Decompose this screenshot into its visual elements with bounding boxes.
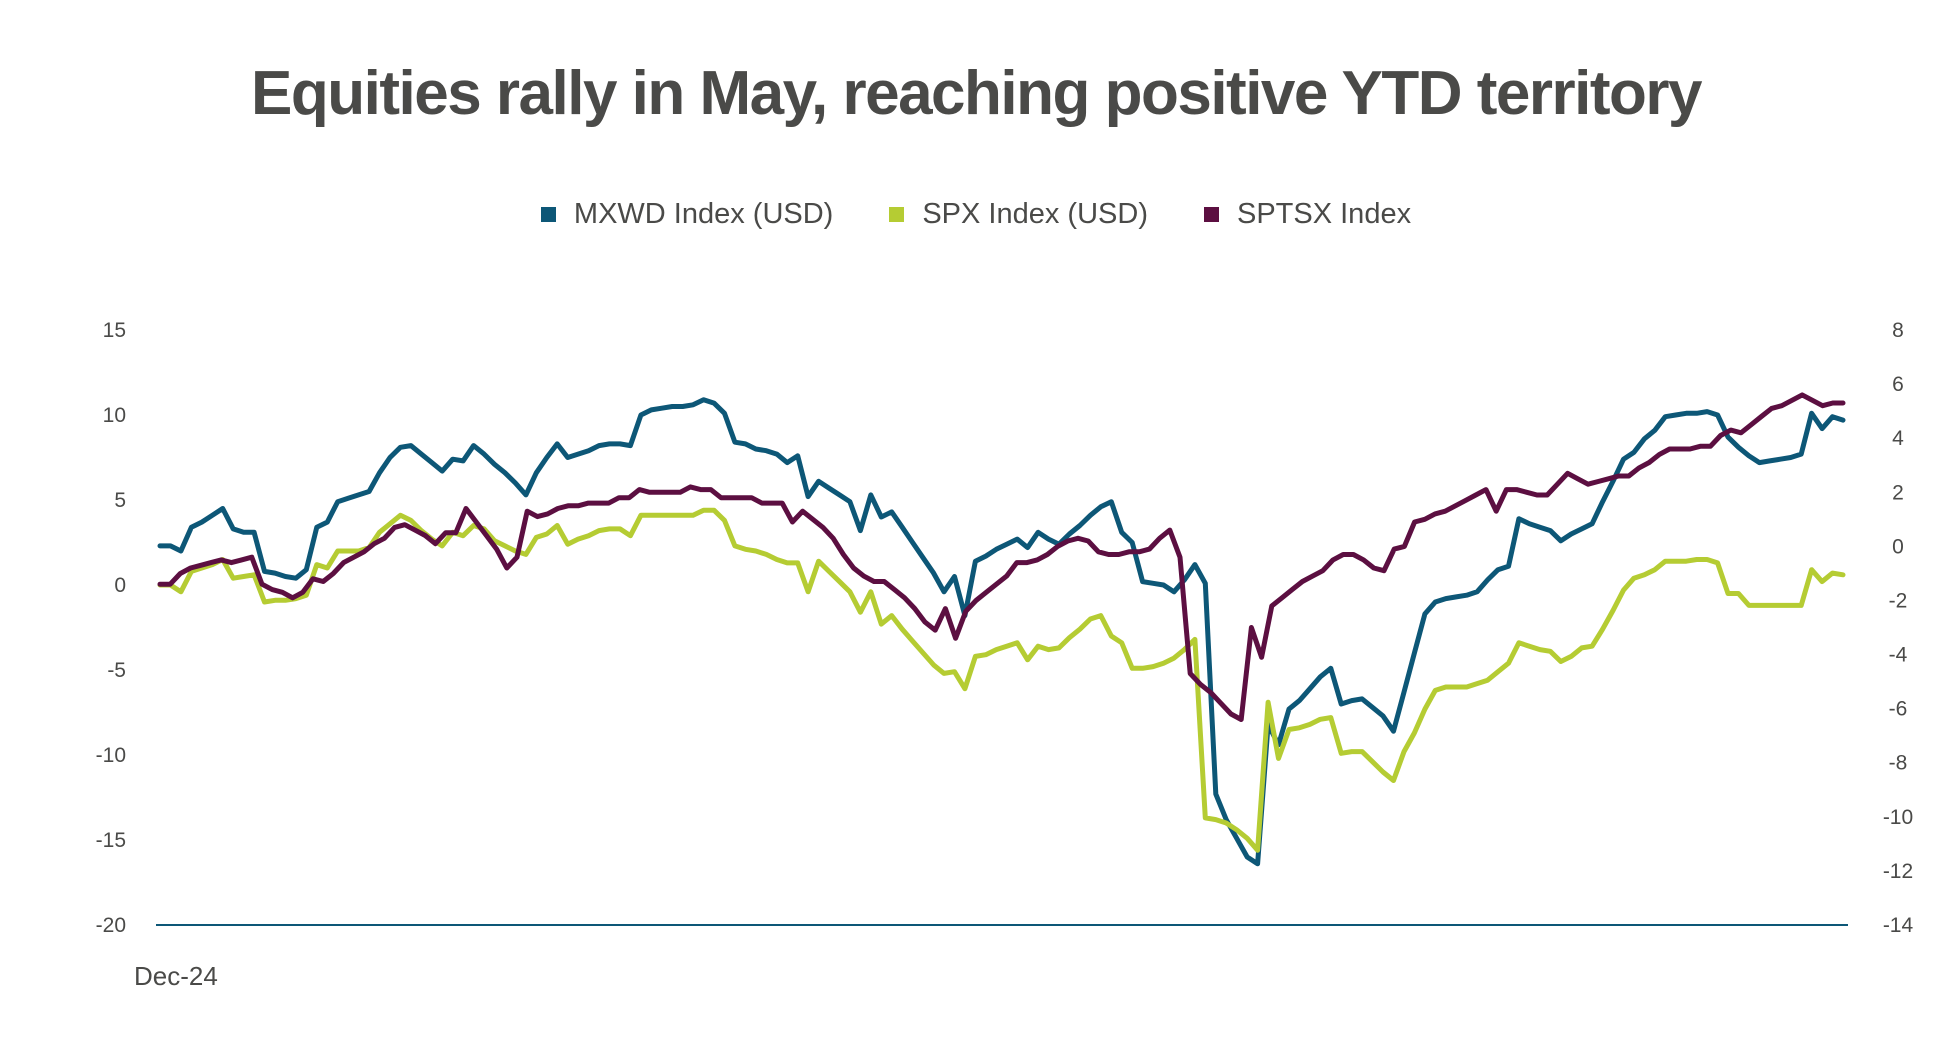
left-tick-label: 0 bbox=[114, 574, 126, 597]
right-tick-label: -2 bbox=[1889, 589, 1908, 612]
series-line-sptsx bbox=[157, 392, 1846, 722]
left-tick-label: -15 bbox=[96, 829, 126, 852]
right-tick-label: -8 bbox=[1889, 752, 1908, 775]
right-tick-label: 2 bbox=[1892, 481, 1904, 504]
right-tick-label: 6 bbox=[1892, 373, 1904, 396]
right-axis-ticks: 8 6 4 2 0 -2 -4 -6 -8 -10 -12 -14 bbox=[1883, 319, 1914, 937]
legend-label-sptsx: SPTSX Index bbox=[1236, 198, 1412, 230]
legend: MXWD Index (USD) SPX Index (USD) SPTSX I… bbox=[0, 198, 1952, 231]
left-axis-ticks: 15 10 5 0 -5 -10 -15 -20 bbox=[96, 319, 126, 937]
right-tick-label: 4 bbox=[1892, 427, 1904, 450]
series-lines bbox=[157, 392, 1846, 867]
left-tick-label: 5 bbox=[114, 489, 126, 512]
right-tick-label: 8 bbox=[1892, 319, 1904, 342]
legend-swatch-sptsx bbox=[1203, 207, 1219, 222]
legend-label-spx: SPX Index (USD) bbox=[922, 198, 1148, 230]
series-line-mxwd bbox=[157, 397, 1846, 867]
legend-swatch-mxwd bbox=[540, 207, 556, 222]
series-line-spx bbox=[157, 507, 1846, 853]
right-tick-label: -4 bbox=[1889, 644, 1908, 667]
left-tick-label: -5 bbox=[107, 659, 126, 682]
legend-item-sptsx: SPTSX Index bbox=[1203, 198, 1412, 231]
right-tick-label: -10 bbox=[1883, 806, 1913, 829]
x-tick-label: Dec-24 bbox=[134, 961, 218, 991]
legend-item-spx: SPX Index (USD) bbox=[889, 198, 1148, 231]
right-tick-label: 0 bbox=[1892, 535, 1904, 558]
left-tick-label: 15 bbox=[103, 319, 126, 342]
right-tick-label: -6 bbox=[1889, 698, 1908, 721]
legend-swatch-spx bbox=[889, 207, 905, 222]
left-tick-label: -20 bbox=[96, 914, 126, 937]
right-tick-label: -12 bbox=[1883, 860, 1913, 883]
legend-label-mxwd: MXWD Index (USD) bbox=[573, 198, 834, 230]
legend-item-mxwd: MXWD Index (USD) bbox=[540, 198, 834, 231]
left-tick-label: -10 bbox=[96, 744, 126, 767]
chart-title: Equities rally in May, reaching positive… bbox=[251, 59, 1702, 128]
right-tick-label: -14 bbox=[1883, 914, 1914, 937]
left-tick-label: 10 bbox=[103, 404, 126, 427]
